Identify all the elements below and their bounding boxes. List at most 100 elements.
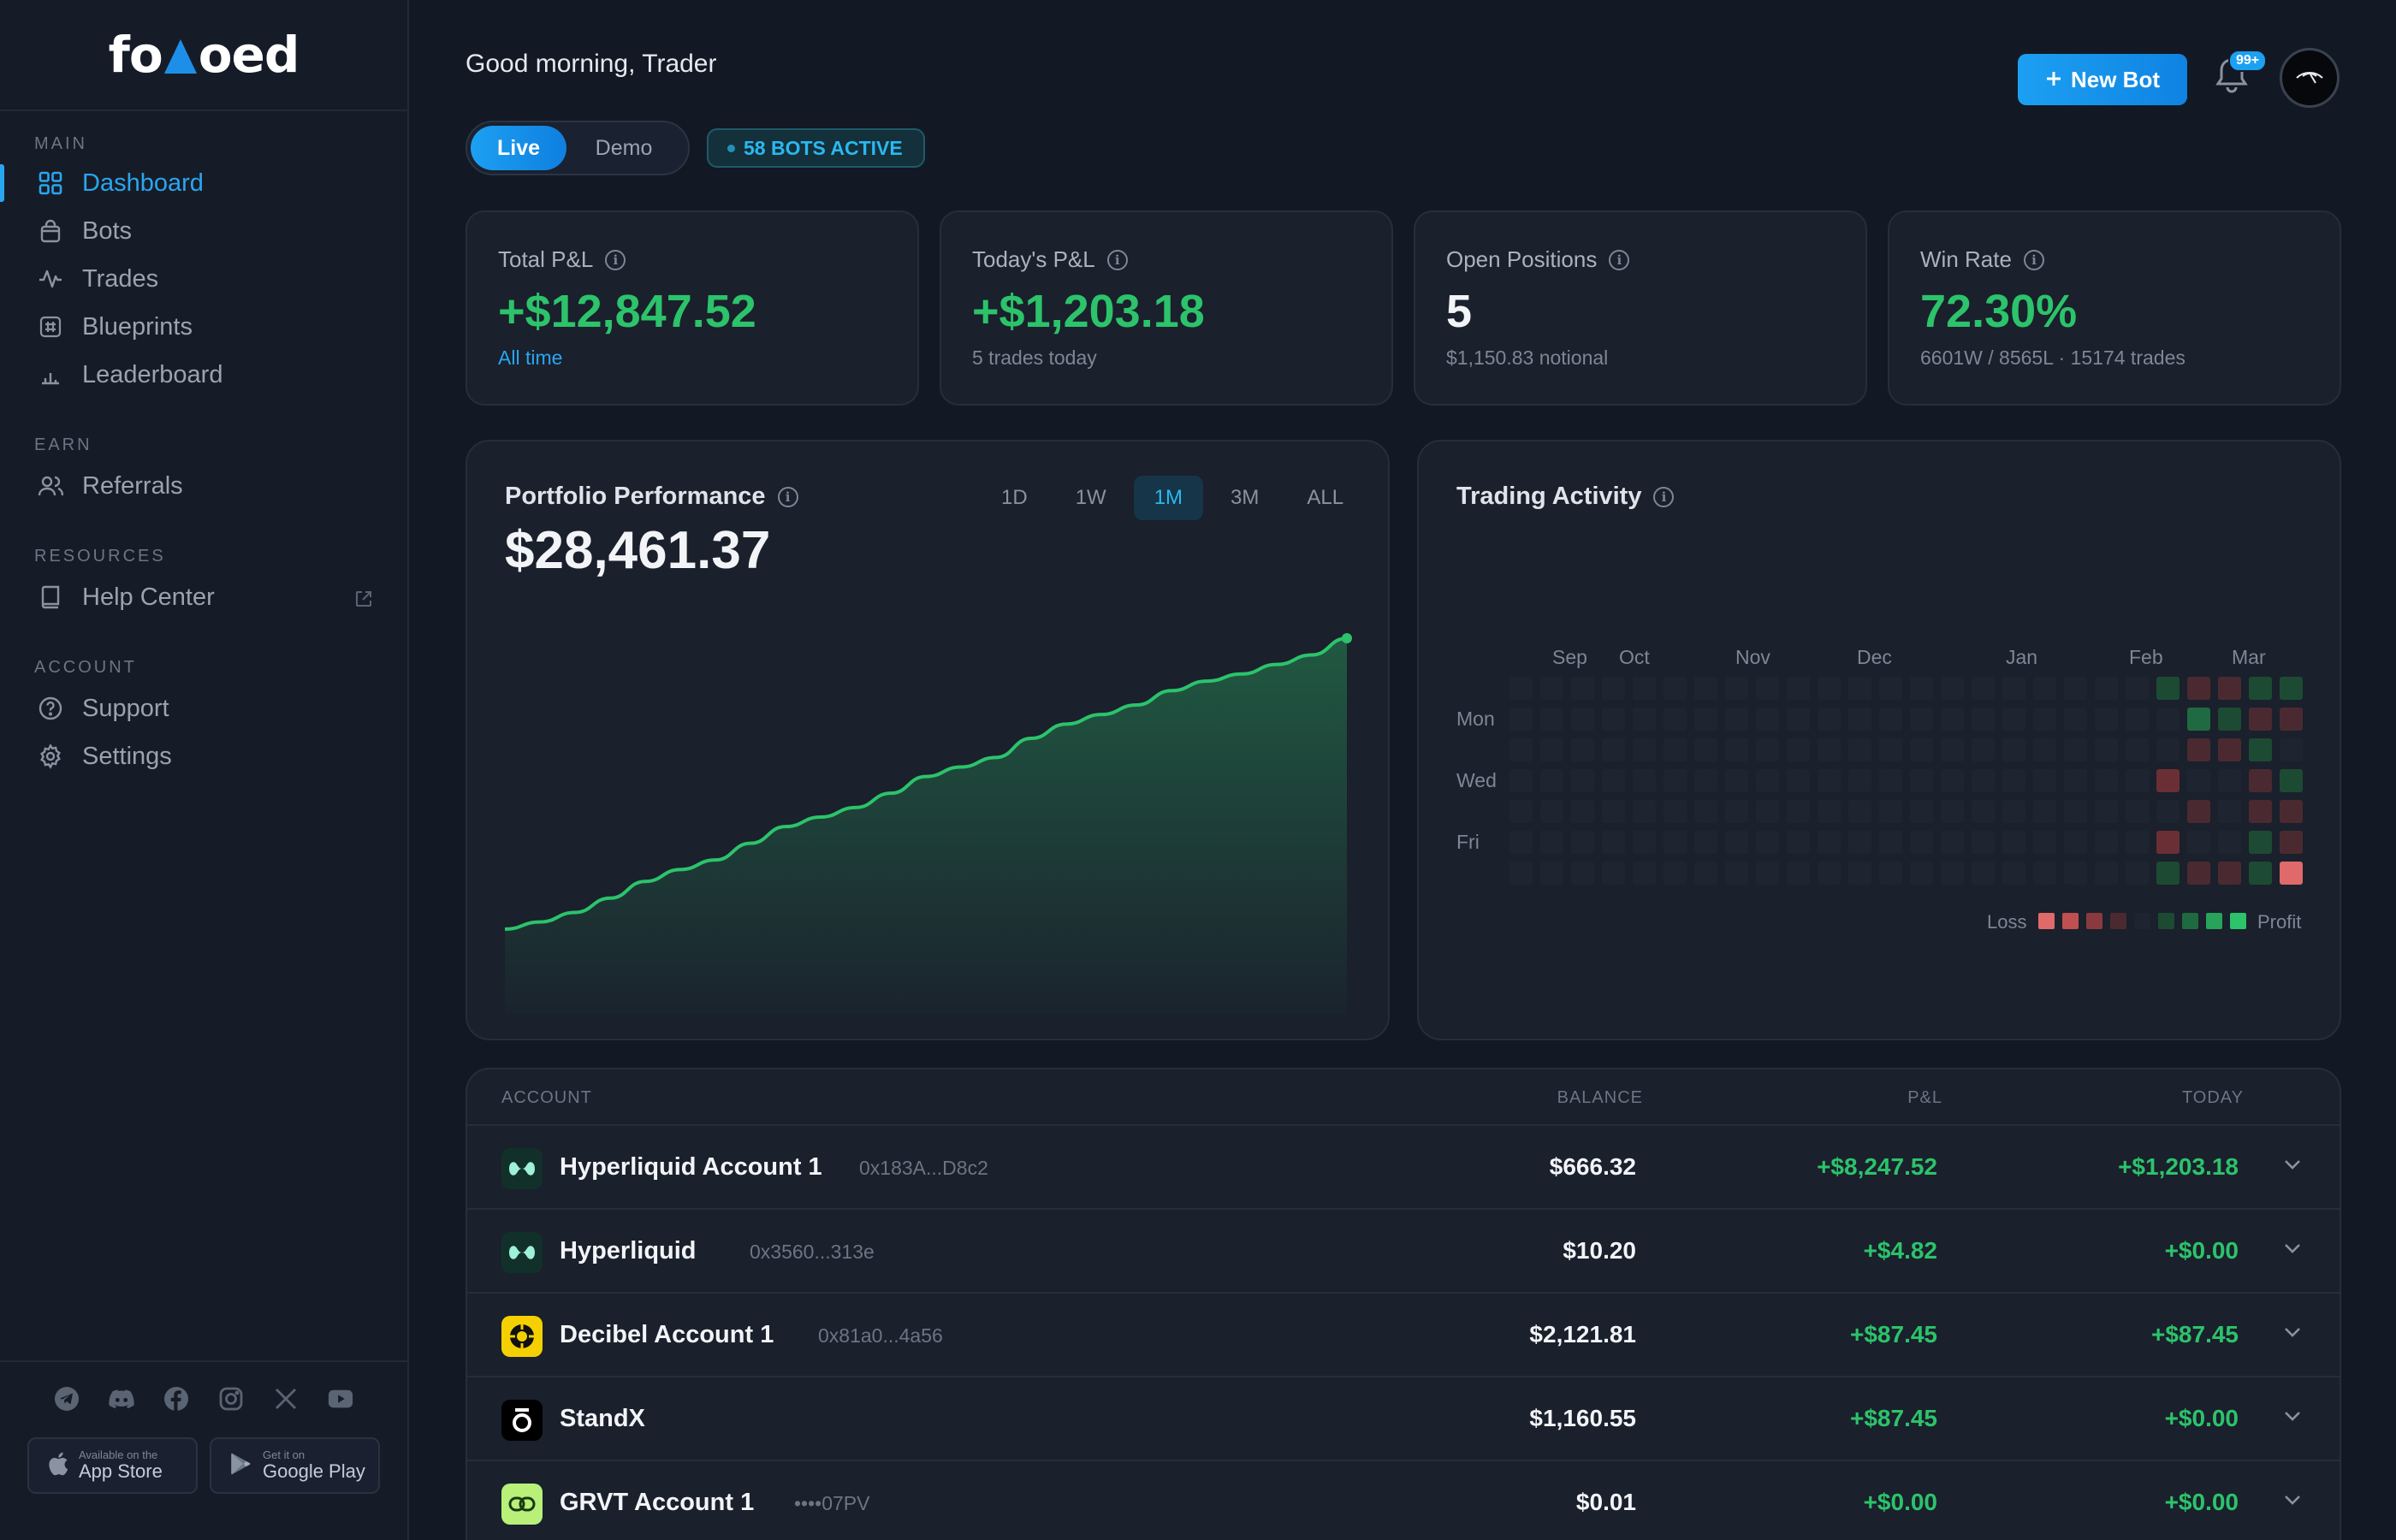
heatmap-cell[interactable]	[1633, 831, 1656, 854]
table-row[interactable]: StandX $1,160.55 +$87.45 +$0.00	[467, 1376, 2340, 1460]
mode-live-button[interactable]: Live	[471, 126, 566, 170]
heatmap-cell[interactable]	[2033, 800, 2056, 823]
heatmap-cell[interactable]	[2156, 738, 2180, 761]
heatmap-cell[interactable]	[1602, 708, 1625, 731]
heatmap-cell[interactable]	[1756, 800, 1779, 823]
heatmap-cell[interactable]	[1818, 677, 1841, 700]
table-row[interactable]: Decibel Account 1 0x81a0...4a56 $2,121.8…	[467, 1292, 2340, 1376]
heatmap-cell[interactable]	[1818, 800, 1841, 823]
heatmap-cell[interactable]	[1633, 800, 1656, 823]
heatmap-cell[interactable]	[2095, 677, 2118, 700]
heatmap-cell[interactable]	[1756, 708, 1779, 731]
heatmap-cell[interactable]	[1540, 677, 1563, 700]
heatmap-cell[interactable]	[1725, 800, 1748, 823]
heatmap-cell[interactable]	[1818, 831, 1841, 854]
heatmap-cell[interactable]	[1972, 800, 1995, 823]
heatmap-cell[interactable]	[1509, 769, 1533, 792]
info-icon[interactable]: i	[2023, 249, 2044, 270]
heatmap-cell[interactable]	[1694, 738, 1717, 761]
sidebar-item-referrals[interactable]: Referrals	[0, 462, 407, 510]
heatmap-cell[interactable]	[2218, 677, 2241, 700]
heatmap-cell[interactable]	[1910, 708, 1933, 731]
heatmap-cell[interactable]	[2064, 831, 2087, 854]
heatmap-cell[interactable]	[2126, 769, 2149, 792]
heatmap-cell[interactable]	[2218, 708, 2241, 731]
heatmap-cell[interactable]	[1756, 677, 1779, 700]
heatmap-cell[interactable]	[2280, 708, 2303, 731]
heatmap-cell[interactable]	[1633, 769, 1656, 792]
heatmap-cell[interactable]	[1540, 708, 1563, 731]
heatmap-cell[interactable]	[2156, 708, 2180, 731]
heatmap-cell[interactable]	[1787, 677, 1810, 700]
heatmap-cell[interactable]	[2002, 831, 2025, 854]
heatmap-cell[interactable]	[2126, 800, 2149, 823]
heatmap-cell[interactable]	[2249, 800, 2272, 823]
heatmap-cell[interactable]	[1848, 708, 1871, 731]
x-icon[interactable]	[273, 1386, 299, 1412]
heatmap-cell[interactable]	[1848, 831, 1871, 854]
heatmap-cell[interactable]	[1540, 738, 1563, 761]
heatmap-cell[interactable]	[1818, 708, 1841, 731]
heatmap-cell[interactable]	[1602, 738, 1625, 761]
heatmap-cell[interactable]	[1818, 738, 1841, 761]
heatmap-cell[interactable]	[2218, 800, 2241, 823]
heatmap-cell[interactable]	[1787, 862, 1810, 885]
info-icon[interactable]: i	[605, 249, 626, 270]
heatmap-cell[interactable]	[1910, 831, 1933, 854]
heatmap-cell[interactable]	[1509, 677, 1533, 700]
heatmap-cell[interactable]	[1787, 708, 1810, 731]
range-all[interactable]: ALL	[1307, 486, 1344, 509]
heatmap-cell[interactable]	[2218, 862, 2241, 885]
range-1d[interactable]: 1D	[1001, 486, 1028, 509]
heatmap-cell[interactable]	[1848, 738, 1871, 761]
table-row[interactable]: Hyperliquid Account 1 0x183A...D8c2 $666…	[467, 1124, 2340, 1208]
heatmap-cell[interactable]	[1879, 677, 1902, 700]
facebook-icon[interactable]	[163, 1386, 189, 1412]
heatmap-cell[interactable]	[2064, 708, 2087, 731]
heatmap-cell[interactable]	[1787, 769, 1810, 792]
heatmap-cell[interactable]	[2126, 862, 2149, 885]
heatmap-cell[interactable]	[2156, 831, 2180, 854]
heatmap-cell[interactable]	[2218, 769, 2241, 792]
avatar[interactable]	[2280, 48, 2340, 108]
app-store-badge[interactable]: Available on the App Store	[27, 1437, 198, 1494]
heatmap-cell[interactable]	[2064, 677, 2087, 700]
sidebar-item-blueprints[interactable]: Blueprints	[0, 303, 407, 351]
heatmap-cell[interactable]	[1602, 862, 1625, 885]
heatmap-cell[interactable]	[2187, 831, 2210, 854]
heatmap-cell[interactable]	[1972, 708, 1995, 731]
heatmap-cell[interactable]	[2095, 769, 2118, 792]
heatmap-cell[interactable]	[1787, 800, 1810, 823]
heatmap-cell[interactable]	[1509, 831, 1533, 854]
heatmap-cell[interactable]	[1910, 677, 1933, 700]
heatmap-cell[interactable]	[1571, 677, 1594, 700]
table-row[interactable]: GRVT Account 1 ••••07PV $0.01 +$0.00 +$0…	[467, 1460, 2340, 1540]
heatmap-cell[interactable]	[2280, 831, 2303, 854]
heatmap-cell[interactable]	[2218, 831, 2241, 854]
info-icon[interactable]: i	[1653, 486, 1675, 507]
heatmap-cell[interactable]	[1787, 831, 1810, 854]
heatmap-cell[interactable]	[2187, 769, 2210, 792]
heatmap-cell[interactable]	[1571, 862, 1594, 885]
info-icon[interactable]: i	[1609, 249, 1630, 270]
heatmap-cell[interactable]	[2156, 800, 2180, 823]
sidebar-item-trades[interactable]: Trades	[0, 255, 407, 303]
heatmap-cell[interactable]	[2280, 738, 2303, 761]
heatmap-cell[interactable]	[2002, 862, 2025, 885]
heatmap-cell[interactable]	[1879, 769, 1902, 792]
heatmap-cell[interactable]	[1725, 738, 1748, 761]
range-3m[interactable]: 3M	[1231, 486, 1260, 509]
heatmap-cell[interactable]	[1879, 800, 1902, 823]
heatmap-cell[interactable]	[1509, 738, 1533, 761]
sidebar-item-bots[interactable]: Bots	[0, 207, 407, 255]
heatmap-cell[interactable]	[2156, 677, 2180, 700]
heatmap-cell[interactable]	[1879, 738, 1902, 761]
google-play-badge[interactable]: Get it on Google Play	[210, 1437, 380, 1494]
heatmap-cell[interactable]	[2002, 708, 2025, 731]
heatmap-cell[interactable]	[2095, 831, 2118, 854]
range-1m[interactable]: 1M	[1133, 476, 1204, 520]
heatmap-cell[interactable]	[1972, 862, 1995, 885]
heatmap-cell[interactable]	[1633, 677, 1656, 700]
heatmap-cell[interactable]	[1879, 831, 1902, 854]
heatmap-cell[interactable]	[1602, 800, 1625, 823]
